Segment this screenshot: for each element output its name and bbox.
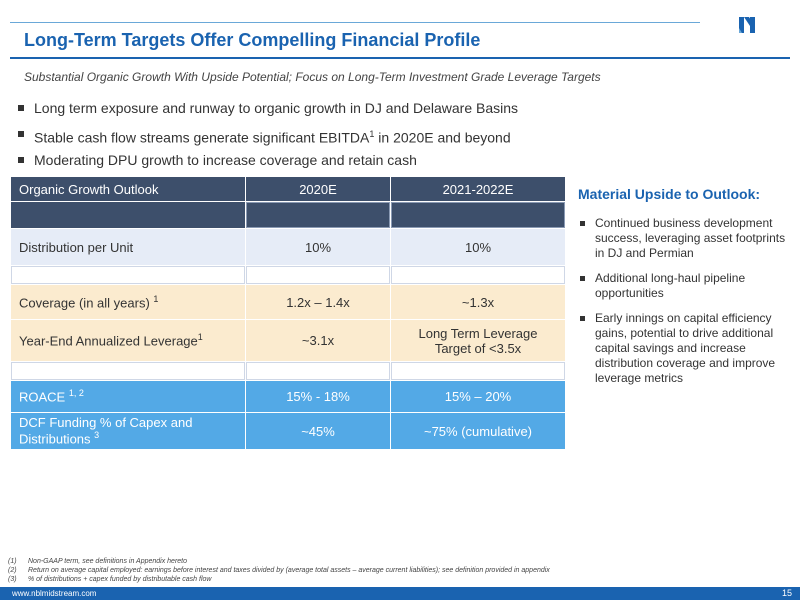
bullet-square-icon	[18, 105, 24, 111]
footnote-number: (1)	[8, 558, 17, 565]
footnote-ref: 1	[369, 129, 375, 139]
key-point-text-pre: Stable cash flow streams generate signif…	[34, 129, 370, 146]
row-value-2021: ~75% (cumulative)	[390, 412, 566, 450]
row-value-2020: ~3.1x	[245, 319, 391, 362]
footnote-text: Non-GAAP term, see definitions in Append…	[28, 558, 188, 565]
row-value-2020: 10%	[245, 228, 391, 266]
upside-list: Continued business development success, …	[578, 216, 796, 396]
organic-growth-outlook-table: Organic Growth Outlook 2020E 2021-2022E …	[10, 176, 566, 450]
footnote: (2) Return on average capital employed: e…	[8, 566, 550, 575]
spacer-cell	[245, 265, 391, 285]
row-value-2020: 15% - 18%	[245, 380, 391, 413]
header-cell-empty	[10, 201, 246, 229]
spacer-cell	[245, 361, 391, 381]
row-value-2021: 10%	[390, 228, 566, 266]
footer-bar	[0, 587, 800, 600]
key-point: Long term exposure and runway to organic…	[18, 98, 518, 124]
footnote: (3) % of distributions + capex funded by …	[8, 575, 550, 584]
top-rule	[10, 22, 700, 23]
key-point-text: Stable cash flow streams generate signif…	[34, 124, 511, 148]
row-label: Year-End Annualized Leverage1	[10, 319, 246, 362]
header-cell: 2020E	[245, 176, 391, 202]
title-divider	[10, 57, 790, 59]
row-label-text: ROACE	[19, 389, 69, 405]
upside-title: Material Upside to Outlook:	[578, 186, 761, 202]
bullet-square-icon	[580, 316, 585, 321]
bullet-square-icon	[580, 221, 585, 226]
spacer-cell	[10, 361, 246, 381]
upside-item: Continued business development success, …	[578, 216, 796, 261]
page-number: 15	[781, 588, 792, 598]
row-value-2021: 15% – 20%	[390, 380, 566, 413]
key-point: Stable cash flow streams generate signif…	[18, 124, 518, 150]
table-row: Coverage (in all years) 1 1.2x – 1.4x ~1…	[10, 284, 566, 320]
table-subheader-row	[10, 201, 566, 229]
key-points-list: Long term exposure and runway to organic…	[18, 98, 518, 176]
table-row: DCF Funding % of Capex and Distributions…	[10, 412, 566, 450]
footnote-ref: 3	[94, 430, 100, 441]
bullet-square-icon	[580, 276, 585, 281]
page-title: Long-Term Targets Offer Compelling Finan…	[24, 30, 481, 50]
bullet-square-icon	[18, 157, 24, 163]
spacer-cell	[10, 265, 246, 285]
website-link[interactable]: www.nblmidstream.com	[12, 589, 97, 598]
spacer-cell	[390, 265, 566, 285]
footnote-ref: 1	[197, 332, 203, 343]
header-cell-empty	[245, 201, 391, 229]
page-subtitle: Substantial Organic Growth With Upside P…	[24, 70, 601, 84]
row-value-2021: ~1.3x	[390, 284, 566, 320]
bullet-square-icon	[18, 131, 24, 137]
upside-item-text: Continued business development success, …	[595, 216, 786, 260]
header-cell-empty	[390, 201, 566, 229]
row-label-text: DCF Funding % of Capex and Distributions	[19, 415, 193, 447]
row-label: ROACE 1, 2	[10, 380, 246, 413]
footnote-number: (3)	[8, 576, 17, 583]
footnote-text: % of distributions + capex funded by dis…	[28, 576, 212, 583]
row-label: Coverage (in all years) 1	[10, 284, 246, 320]
table-row: Year-End Annualized Leverage1 ~3.1x Long…	[10, 319, 566, 362]
table-spacer-row	[10, 361, 566, 381]
footnote-ref: 1, 2	[68, 388, 84, 399]
key-point: Moderating DPU growth to increase covera…	[18, 150, 518, 176]
spacer-cell	[390, 361, 566, 381]
footnote-ref: 1	[153, 293, 159, 304]
row-label-text: Coverage (in all years)	[19, 295, 154, 311]
upside-item-text: Additional long-haul pipeline opportunit…	[595, 271, 746, 300]
upside-item: Additional long-haul pipeline opportunit…	[578, 271, 796, 301]
key-point-text: Moderating DPU growth to increase covera…	[34, 152, 417, 168]
upside-item: Early innings on capital efficiency gain…	[578, 311, 796, 386]
key-point-text: Long term exposure and runway to organic…	[34, 100, 519, 116]
row-value-2021: Long Term Leverage Target of <3.5x	[390, 319, 566, 362]
row-value-2020: ~45%	[245, 412, 391, 450]
key-point-text-post: in 2020E and beyond	[374, 129, 511, 146]
footnote-number: (2)	[8, 567, 17, 574]
row-value-2020: 1.2x – 1.4x	[245, 284, 391, 320]
footnote: (1) Non-GAAP term, see definitions in App…	[8, 557, 550, 566]
table-row: Distribution per Unit 10% 10%	[10, 228, 566, 266]
row-label: DCF Funding % of Capex and Distributions…	[10, 412, 246, 450]
header-cell: Organic Growth Outlook	[10, 176, 246, 202]
row-label: Distribution per Unit	[10, 228, 246, 266]
table-header-row: Organic Growth Outlook 2020E 2021-2022E	[10, 176, 566, 202]
upside-item-text: Early innings on capital efficiency gain…	[595, 311, 776, 385]
row-label-text: Year-End Annualized Leverage	[19, 333, 198, 349]
nbl-logo-icon	[739, 17, 755, 33]
table-spacer-row	[10, 265, 566, 285]
table-row: ROACE 1, 2 15% - 18% 15% – 20%	[10, 380, 566, 413]
header-cell: 2021-2022E	[390, 176, 566, 202]
footnote-text: Return on average capital employed: earn…	[28, 567, 550, 574]
footnotes: (1) Non-GAAP term, see definitions in App…	[8, 557, 550, 584]
